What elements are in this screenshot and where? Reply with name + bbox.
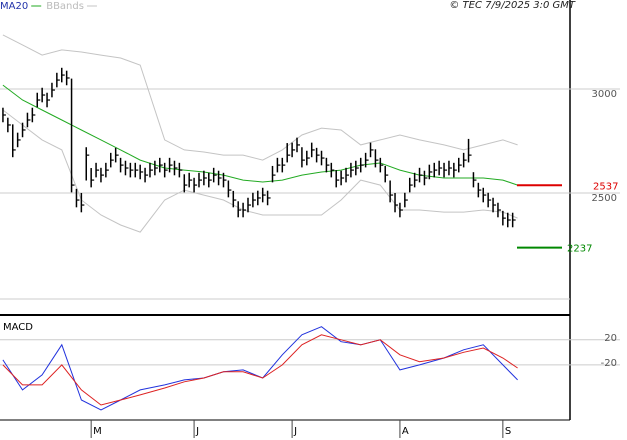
line — [2, 34, 518, 161]
chart-title: © TEC 7/9/2025 3:0 GMT — [449, 0, 576, 11]
y-tick-label: 2500 — [592, 193, 617, 204]
x-tick-label: A — [402, 426, 409, 437]
level-label: 2237 — [567, 244, 592, 255]
line — [2, 326, 518, 411]
line — [2, 334, 518, 406]
line — [2, 84, 518, 186]
legend-label: BBands — [46, 1, 84, 12]
y-tick-label: 3000 — [592, 89, 617, 100]
x-tick-label: M — [93, 426, 102, 437]
x-tick-label: J — [293, 426, 297, 437]
legend-label: MA20 — [0, 1, 28, 12]
y-tick-label: 20 — [604, 333, 617, 344]
level-label: 2537 — [593, 181, 618, 192]
y-tick-label: -20 — [601, 358, 617, 369]
x-tick-label: S — [505, 426, 511, 437]
x-tick-label: J — [195, 426, 199, 437]
macd-title: MACD — [3, 322, 33, 333]
line — [2, 109, 518, 233]
